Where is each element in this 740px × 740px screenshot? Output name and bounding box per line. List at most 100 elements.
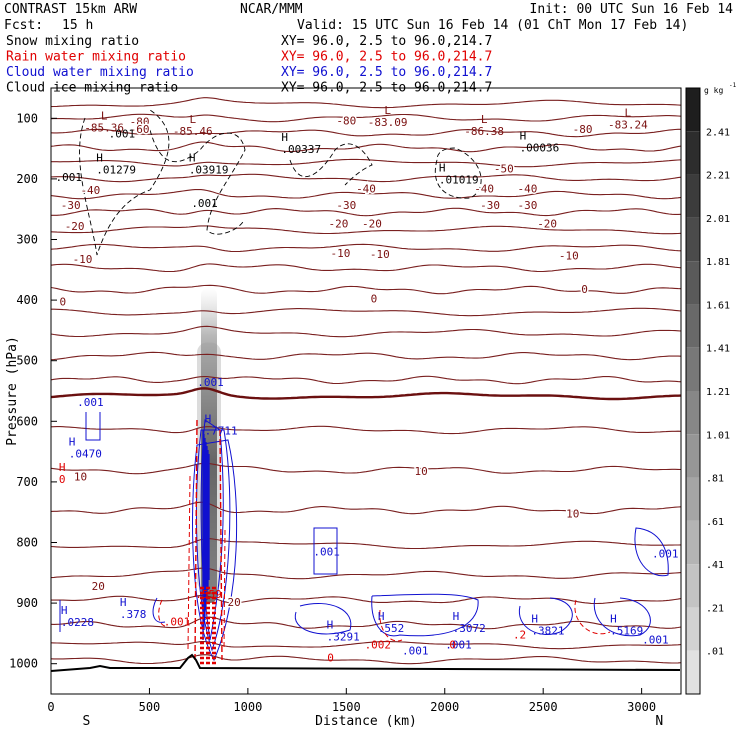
isotherm-line [51,97,681,109]
contour-label: 0 [327,652,334,665]
isotherm-label: 20 [92,580,105,593]
x-tick-label: 500 [139,700,161,714]
isotherm-line [51,243,681,253]
colorbar-swatch [686,520,700,565]
y-tick-label: 500 [16,354,38,368]
high-value: .7711 [205,425,238,438]
high-value: .3291 [327,631,360,644]
colorbar-swatch [686,564,700,608]
high-value: .0470 [69,448,102,461]
high-value: .00036 [520,142,560,155]
colorbar-label: 1.61 [706,300,730,311]
colorbar-swatch [686,650,700,694]
colorbar-swatch [686,434,700,478]
isotherm-label: -80 [336,115,356,128]
isotherm-label: -20 [362,218,382,231]
isotherm-label: -30 [61,199,81,212]
contour-label: .001 [652,547,679,560]
high-value: .378 [120,608,147,621]
isotherm-line [51,284,681,295]
contour-label: 0 [449,638,456,651]
init-time: Init: 00 UTC Sun 16 Feb 14 [530,2,734,17]
isotherm-line [51,351,681,361]
y-tick-label: 600 [16,414,38,428]
high-marker: H [69,436,76,449]
high-value: .01279 [96,163,136,176]
colorbar-unit-exponent: -1 [729,82,737,89]
field-xy-0: XY= 96.0, 2.5 to 96.0,214.7 [281,34,492,49]
cloud-water-contour [192,439,238,662]
terrain-line [51,653,681,672]
x-tick-label: 3000 [627,700,656,714]
x-end-label-left: S [83,714,91,729]
isotherm-line [51,307,681,317]
field-name-1: Rain water mixing ratio [6,50,186,65]
low-value: -85.46 [173,125,213,138]
x-tick-label: 0 [47,700,54,714]
colorbar-swatch [686,217,700,262]
high-marker: H [610,613,617,626]
cloud-water-contour [152,597,166,623]
isotherm-line [51,387,681,401]
isotherm-label: -10 [370,248,390,261]
y-tick-label: 300 [16,233,38,247]
isotherm-label: 0 [371,292,378,305]
contour-label: .2 [513,629,526,642]
colorbar-swatch [686,607,700,651]
contour-label: .001 [109,127,136,140]
colorbar-swatch [686,88,700,132]
high-marker: H [59,461,66,474]
isotherm-line [51,654,681,665]
high-marker: H [189,151,196,164]
low-marker: L [384,104,391,117]
field-xy-1: XY= 96.0, 2.5 to 96.0,214.7 [281,50,492,65]
cloud-water-contour [593,597,651,637]
colorbar-label: .61 [706,517,724,528]
low-marker: L [189,113,196,126]
colorbar-swatch [686,477,700,521]
isotherm-label: -40 [356,183,376,196]
isotherm-label: -20 [537,218,557,231]
plot-frame [50,87,682,695]
isotherm-line [51,501,681,515]
contour-label: .001 [77,396,104,409]
isotherm-line [51,595,681,605]
isotherm-line [51,225,681,235]
isotherm-label: -10 [559,249,579,262]
field-name-2: Cloud water mixing ratio [6,65,194,80]
isotherm-line [51,325,681,338]
colorbar-swatch [686,391,700,435]
colorbar-swatch [686,261,700,305]
field-name-0: Snow mixing ratio [6,34,139,49]
rain-water-contour [158,599,169,627]
cloud-ice-contour [289,143,373,186]
high-value: .00337 [281,143,321,156]
isotherm-label: -60 [130,123,150,136]
isotherm-label: -20 [329,218,349,231]
field-xy-2: XY= 96.0, 2.5 to 96.0,214.7 [281,65,492,80]
x-end-label-right: N [655,714,663,729]
high-value: .03919 [189,163,229,176]
y-tick-label: 700 [16,475,38,489]
isotherm-line [51,567,681,580]
org-label: NCAR/MMM [240,2,303,17]
rain-water-contour [187,475,191,651]
cloud-water-contour [294,602,352,635]
high-value: .3821 [531,625,564,638]
colorbar-label: .41 [706,560,724,571]
high-value: .0228 [61,616,94,629]
contour-label: .001 [55,171,82,184]
isotherm-line [51,641,681,650]
low-value: -83.09 [368,116,408,129]
high-marker: H [531,613,538,626]
colorbar-label: 1.41 [706,344,730,355]
low-value: -83.24 [608,119,648,132]
colorbar-swatch [686,347,700,391]
isotherm-line [51,188,681,200]
y-tick-label: 400 [16,293,38,307]
cloud-water-contour [200,419,224,641]
colorbar-label: 2.21 [706,171,730,182]
isotherm-label: 0 [581,283,588,296]
high-marker: H [453,610,460,623]
